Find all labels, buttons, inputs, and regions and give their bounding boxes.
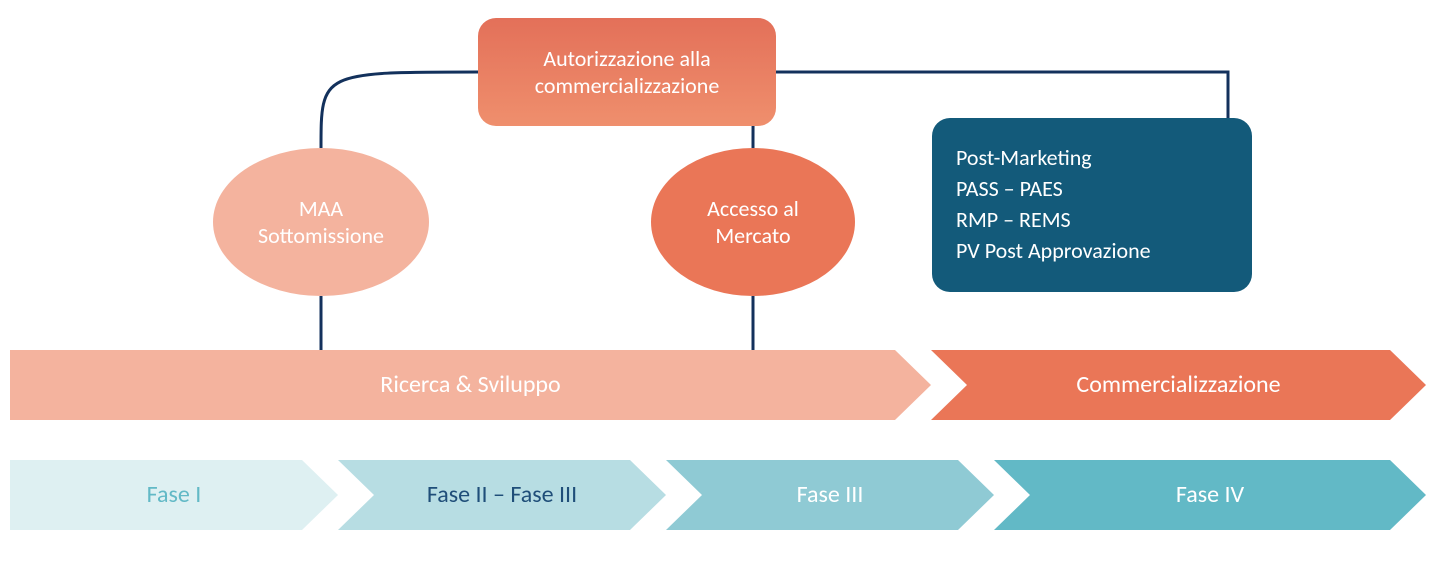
arrow-label-bottom-1: Fase II – Fase III: [356, 480, 648, 509]
node-maa-submission: MAA Sottomissione: [213, 148, 429, 296]
node-market-line1: Accesso al: [707, 195, 799, 223]
diagram-stage: Autorizzazione alla commercializzazione …: [0, 0, 1433, 562]
node-authorization-line2: commercializzazione: [535, 72, 720, 100]
node-market-access: Accesso al Mercato: [651, 148, 855, 296]
node-authorization-line1: Autorizzazione alla: [535, 45, 720, 73]
arrow-label-top-1: Commercializzazione: [949, 370, 1408, 399]
info-line-2: RMP – REMS: [956, 205, 1228, 236]
arrow-label-bottom-2: Fase III: [684, 480, 976, 509]
node-maa-line1: MAA: [258, 195, 384, 223]
info-line-1: PASS – PAES: [956, 174, 1228, 205]
node-post-marketing-info: Post-Marketing PASS – PAES RMP – REMS PV…: [932, 118, 1252, 292]
info-line-0: Post-Marketing: [956, 143, 1228, 174]
arrow-label-bottom-3: Fase IV: [1012, 480, 1408, 509]
info-line-3: PV Post Approvazione: [956, 236, 1228, 267]
arrow-label-bottom-0: Fase I: [28, 480, 320, 509]
arrow-label-top-0: Ricerca & Sviluppo: [28, 370, 913, 399]
node-market-line2: Mercato: [707, 222, 799, 250]
node-authorization: Autorizzazione alla commercializzazione: [478, 18, 776, 126]
node-maa-line2: Sottomissione: [258, 222, 384, 250]
